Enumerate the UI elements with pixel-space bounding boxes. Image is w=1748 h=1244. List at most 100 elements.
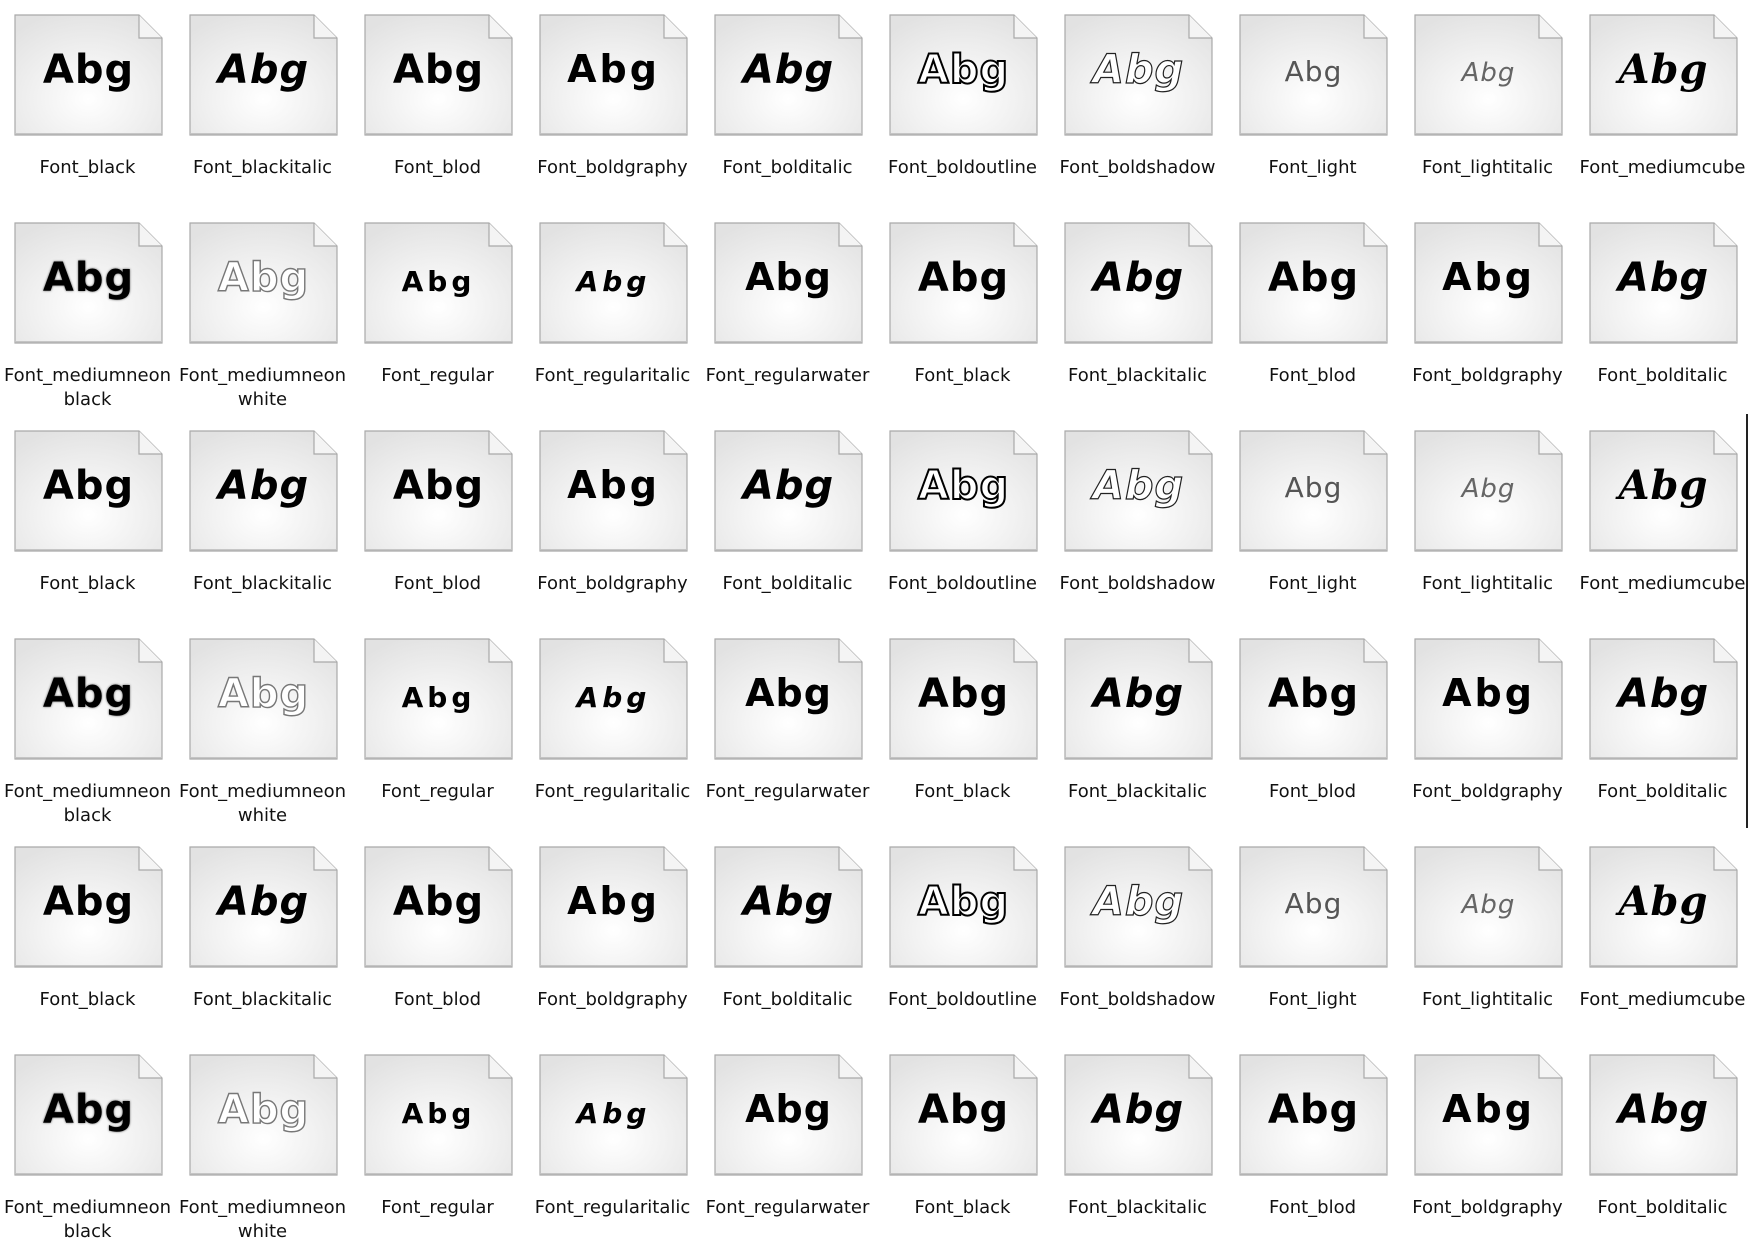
font-file-icon[interactable]: Abg xyxy=(539,14,688,136)
font-file-icon[interactable]: Abg xyxy=(889,14,1038,136)
font-file-icon[interactable]: Abg xyxy=(14,430,163,552)
font-file-icon[interactable]: Abg xyxy=(189,846,338,968)
font-file-item[interactable]: Abg Font_blod xyxy=(350,416,525,616)
font-file-item[interactable]: Abg Font_blod xyxy=(350,0,525,200)
file-name-label[interactable]: Font_regular xyxy=(381,781,494,802)
font-file-icon[interactable]: Abg xyxy=(1589,222,1738,344)
file-name-label[interactable]: Font_black xyxy=(39,157,136,178)
file-name-label[interactable]: Font_lightitalic xyxy=(1421,157,1554,178)
font-file-icon[interactable]: Abg xyxy=(714,430,863,552)
font-file-item[interactable]: Abg Font_mediumneonblack xyxy=(0,208,175,410)
file-name-label[interactable]: Font_mediumneonwhite xyxy=(178,1197,347,1242)
file-name-label[interactable]: Font_boldshadow xyxy=(1059,989,1216,1010)
font-file-icon[interactable]: Abg xyxy=(364,14,513,136)
font-file-item[interactable]: Abg Font_regularwater xyxy=(700,208,875,408)
font-file-icon[interactable]: Abg xyxy=(189,14,338,136)
font-file-item[interactable]: Abg Font_mediumneonwhite xyxy=(175,1040,350,1242)
font-file-item[interactable]: Abg Font_regularwater xyxy=(700,1040,875,1240)
font-file-item[interactable]: Abg Font_regularwater xyxy=(700,624,875,824)
font-file-icon[interactable]: Abg xyxy=(1589,638,1738,760)
font-file-item[interactable]: Abg Font_mediumcube xyxy=(1575,416,1748,616)
file-name-label[interactable]: Font_lightitalic xyxy=(1421,989,1554,1010)
file-name-label[interactable]: Font_mediumcube xyxy=(1579,157,1746,178)
font-file-item[interactable]: Abg Font_boldshadow xyxy=(1050,0,1225,200)
font-file-item[interactable]: Abg Font_regularitalic xyxy=(525,1040,700,1240)
font-file-icon[interactable]: Abg xyxy=(539,638,688,760)
file-name-label[interactable]: Font_boldgraphy xyxy=(1412,781,1563,802)
file-name-label[interactable]: Font_boldoutline xyxy=(887,157,1038,178)
font-file-item[interactable]: Abg Font_black xyxy=(875,208,1050,408)
font-file-icon[interactable]: Abg xyxy=(1239,430,1388,552)
font-file-item[interactable]: Abg Font_blackitalic xyxy=(1050,624,1225,824)
font-file-icon[interactable]: Abg xyxy=(1239,222,1388,344)
font-file-item[interactable]: Abg Font_blod xyxy=(1225,208,1400,408)
font-file-item[interactable]: Abg Font_blackitalic xyxy=(1050,1040,1225,1240)
font-file-item[interactable]: Abg Font_lightitalic xyxy=(1400,416,1575,616)
font-file-item[interactable]: Abg Font_black xyxy=(875,624,1050,824)
font-file-item[interactable]: Abg Font_mediumcube xyxy=(1575,0,1748,200)
font-file-item[interactable]: Abg Font_bolditalic xyxy=(1575,624,1748,824)
font-file-item[interactable]: Abg Font_blod xyxy=(1225,624,1400,824)
font-file-icon[interactable]: Abg xyxy=(1239,1054,1388,1176)
file-name-label[interactable]: Font_black xyxy=(39,989,136,1010)
file-name-label[interactable]: Font_regularwater xyxy=(705,1197,870,1218)
font-file-icon[interactable]: Abg xyxy=(1414,430,1563,552)
font-file-icon[interactable]: Abg xyxy=(14,222,163,344)
file-name-label[interactable]: Font_blackitalic xyxy=(1068,1197,1207,1218)
font-file-icon[interactable]: Abg xyxy=(14,846,163,968)
font-file-icon[interactable]: Abg xyxy=(714,846,863,968)
font-file-item[interactable]: Abg Font_blackitalic xyxy=(175,0,350,200)
font-file-item[interactable]: Abg Font_bolditalic xyxy=(700,0,875,200)
font-file-item[interactable]: Abg Font_boldshadow xyxy=(1050,416,1225,616)
font-file-item[interactable]: Abg Font_bolditalic xyxy=(1575,1040,1748,1240)
file-name-label[interactable]: Font_bolditalic xyxy=(1597,365,1728,386)
file-name-label[interactable]: Font_bolditalic xyxy=(1597,781,1728,802)
file-name-label[interactable]: Font_boldshadow xyxy=(1059,573,1216,594)
font-file-item[interactable]: Abg Font_boldoutline xyxy=(875,416,1050,616)
font-file-item[interactable]: Abg Font_black xyxy=(0,0,175,200)
font-file-icon[interactable]: Abg xyxy=(1414,14,1563,136)
font-file-item[interactable]: Abg Font_blod xyxy=(350,832,525,1032)
font-file-icon[interactable]: Abg xyxy=(714,222,863,344)
font-file-item[interactable]: Abg Font_mediumneonwhite xyxy=(175,624,350,826)
font-file-icon[interactable]: Abg xyxy=(1414,846,1563,968)
font-file-item[interactable]: Abg Font_mediumneonblack xyxy=(0,1040,175,1242)
file-name-label[interactable]: Font_blod xyxy=(393,573,482,594)
font-file-icon[interactable]: Abg xyxy=(1414,1054,1563,1176)
font-file-icon[interactable]: Abg xyxy=(14,638,163,760)
font-file-item[interactable]: Abg Font_bolditalic xyxy=(700,832,875,1032)
file-name-label[interactable]: Font_blod xyxy=(1268,1197,1357,1218)
file-name-label[interactable]: Font_boldoutline xyxy=(887,989,1038,1010)
file-name-label[interactable]: Font_boldgraphy xyxy=(537,573,688,594)
font-file-item[interactable]: Abg Font_black xyxy=(0,416,175,616)
font-file-icon[interactable]: Abg xyxy=(189,430,338,552)
font-file-item[interactable]: Abg Font_light xyxy=(1225,0,1400,200)
font-file-icon[interactable]: Abg xyxy=(539,1054,688,1176)
file-name-label[interactable]: Font_blackitalic xyxy=(1068,365,1207,386)
font-file-icon[interactable]: Abg xyxy=(1239,14,1388,136)
font-file-item[interactable]: Abg Font_light xyxy=(1225,832,1400,1032)
font-file-item[interactable]: Abg Font_regular xyxy=(350,624,525,824)
font-file-icon[interactable]: Abg xyxy=(1414,222,1563,344)
font-file-icon[interactable]: Abg xyxy=(189,638,338,760)
font-file-icon[interactable]: Abg xyxy=(14,14,163,136)
file-name-label[interactable]: Font_boldgraphy xyxy=(537,989,688,1010)
file-name-label[interactable]: Font_mediumneonblack xyxy=(3,781,172,826)
font-file-icon[interactable]: Abg xyxy=(1064,638,1213,760)
font-file-item[interactable]: Abg Font_mediumneonwhite xyxy=(175,208,350,410)
file-name-label[interactable]: Font_light xyxy=(1268,157,1357,178)
font-file-icon[interactable]: Abg xyxy=(1064,846,1213,968)
file-name-label[interactable]: Font_light xyxy=(1268,573,1357,594)
font-file-icon[interactable]: Abg xyxy=(1414,638,1563,760)
font-file-item[interactable]: Abg Font_mediumneonblack xyxy=(0,624,175,826)
file-name-label[interactable]: Font_blackitalic xyxy=(193,573,332,594)
font-file-item[interactable]: Abg Font_blackitalic xyxy=(175,832,350,1032)
font-file-icon[interactable]: Abg xyxy=(189,222,338,344)
font-file-icon[interactable]: Abg xyxy=(364,222,513,344)
file-name-label[interactable]: Font_regularitalic xyxy=(534,781,691,802)
font-file-icon[interactable]: Abg xyxy=(889,1054,1038,1176)
file-name-label[interactable]: Font_black xyxy=(914,1197,1011,1218)
file-name-label[interactable]: Font_regularwater xyxy=(705,781,870,802)
font-file-item[interactable]: Abg Font_bolditalic xyxy=(700,416,875,616)
file-name-label[interactable]: Font_blod xyxy=(1268,365,1357,386)
